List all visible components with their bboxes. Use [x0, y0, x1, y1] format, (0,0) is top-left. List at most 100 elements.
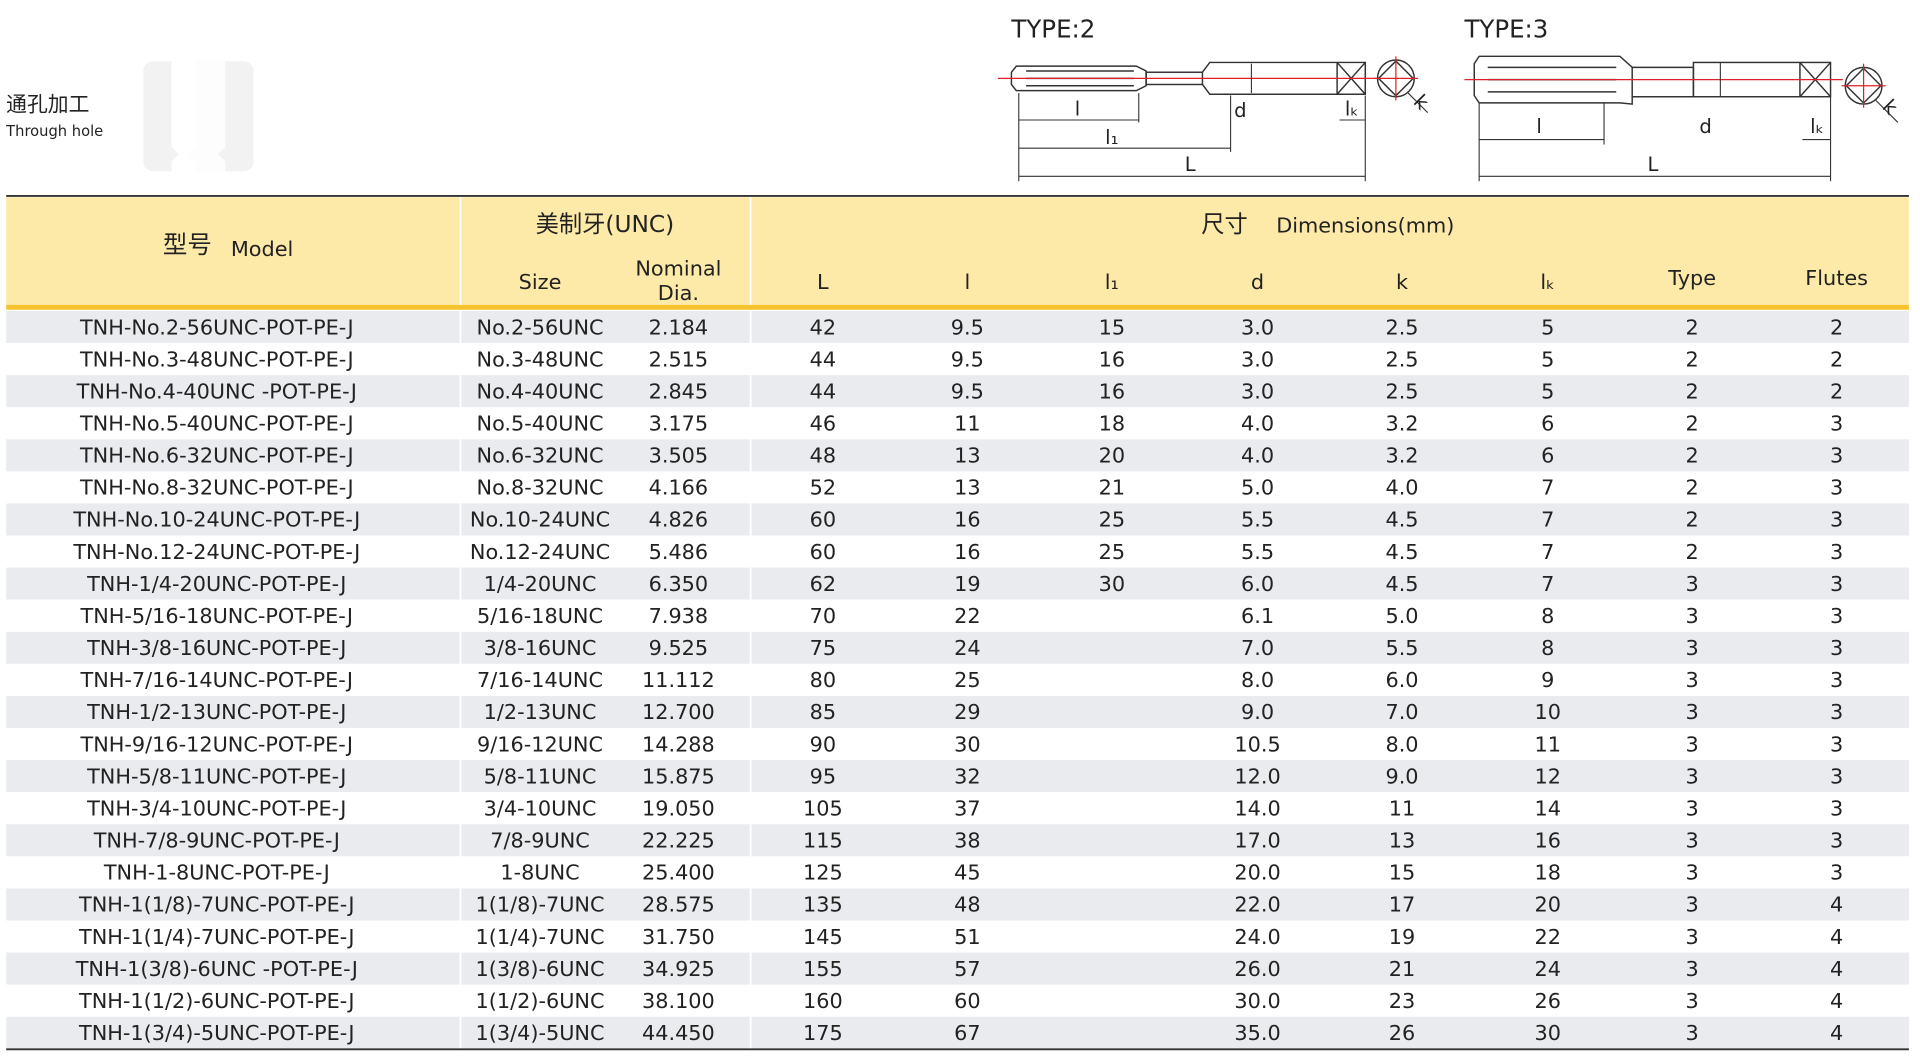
cell: 25: [1099, 540, 1125, 564]
cell: 35.0: [1234, 1021, 1280, 1045]
dim-label: lₖ: [1810, 115, 1824, 138]
cell: 70: [810, 604, 836, 628]
model-cell: TNH-5/8-11UNC-POT-PE-J: [86, 764, 346, 788]
row-background: [6, 952, 1909, 985]
cell: 60: [954, 989, 980, 1013]
cell: 1-8UNC: [500, 861, 579, 885]
cell: 2: [1686, 411, 1699, 435]
row-background: [6, 631, 1909, 664]
cell: 3.505: [649, 444, 709, 468]
cell: 25.400: [642, 861, 715, 885]
cell: 3: [1830, 732, 1843, 756]
cell: 3: [1686, 957, 1699, 981]
column-header: lₖ: [1540, 270, 1555, 294]
column-header: l₁: [1105, 270, 1119, 294]
cell: 5/16-18UNC: [477, 604, 603, 628]
cell: 18: [1534, 861, 1560, 885]
cell: 7: [1541, 540, 1554, 564]
cell: 9.5: [951, 315, 984, 339]
cell: 4: [1830, 1021, 1843, 1045]
cell: 15: [1099, 315, 1125, 339]
cell: 5.5: [1241, 508, 1274, 532]
row-background: [6, 310, 1909, 344]
cell: 5: [1541, 347, 1554, 371]
row-background: [6, 343, 1909, 376]
cell: 13: [954, 444, 980, 468]
header-dims-cn: 尺寸: [1201, 211, 1248, 238]
cell: 44: [810, 347, 836, 371]
cell: 7.0: [1241, 636, 1274, 660]
cell: 51: [954, 925, 980, 949]
cell: 2.184: [649, 315, 709, 339]
cell: 24.0: [1234, 925, 1280, 949]
diagram-title: TYPE:2: [1010, 15, 1095, 44]
cell: 15.875: [642, 764, 715, 788]
row-background: [6, 792, 1909, 825]
cell: 4: [1830, 957, 1843, 981]
cell: 4.5: [1385, 508, 1418, 532]
cell: 11: [1534, 732, 1560, 756]
dim-label: d: [1699, 115, 1711, 138]
cell: 52: [810, 476, 836, 500]
cell: 6.0: [1385, 668, 1418, 692]
cell: 1(1/8)-7UNC: [476, 893, 605, 917]
cell: 26: [1534, 989, 1560, 1013]
cell: 9/16-12UNC: [477, 732, 603, 756]
cell: 38: [954, 829, 980, 853]
cell: 3.175: [649, 411, 709, 435]
row-background: [6, 695, 1909, 729]
cell: 75: [810, 636, 836, 660]
cell: 44: [810, 379, 836, 403]
cell: 1(3/8)-6UNC: [476, 957, 605, 981]
cell: 2: [1686, 476, 1699, 500]
cell: 3/8-16UNC: [484, 636, 597, 660]
cell: 3.0: [1241, 347, 1274, 371]
model-cell: TNH-1(1/2)-6UNC-POT-PE-J: [78, 989, 355, 1013]
cell: 4.0: [1241, 411, 1274, 435]
cell: 62: [810, 572, 836, 596]
dim-label: lₖ: [1345, 98, 1359, 121]
cell: 3: [1830, 668, 1843, 692]
dim-label: L: [1648, 153, 1659, 176]
cell: 135: [803, 893, 843, 917]
cell: 22.0: [1234, 893, 1280, 917]
cell: 17.0: [1234, 829, 1280, 853]
model-cell: TNH-No.3-48UNC-POT-PE-J: [79, 347, 354, 371]
column-header: d: [1251, 270, 1264, 294]
cell: 3: [1686, 893, 1699, 917]
cell: 175: [803, 1021, 843, 1045]
cell: 37: [954, 796, 980, 820]
cell: 4: [1830, 925, 1843, 949]
model-cell: TNH-3/8-16UNC-POT-PE-J: [86, 636, 346, 660]
column-header: k: [1396, 270, 1408, 294]
cell: 3: [1686, 861, 1699, 885]
cell: 2: [1686, 508, 1699, 532]
cell: 2.5: [1385, 379, 1418, 403]
cell: No.6-32UNC: [477, 444, 604, 468]
cell: 1(3/4)-5UNC: [476, 1021, 605, 1045]
cell: 1(1/4)-7UNC: [476, 925, 605, 949]
cell: 8.0: [1385, 732, 1418, 756]
cell: 14: [1534, 796, 1560, 820]
header-model-en: Model: [231, 237, 293, 261]
row-background: [6, 760, 1909, 793]
cell: 19: [954, 572, 980, 596]
cell: 13: [954, 476, 980, 500]
cell: 60: [810, 540, 836, 564]
cell: 4: [1830, 989, 1843, 1013]
cell: 160: [803, 989, 843, 1013]
cell: 3: [1830, 764, 1843, 788]
cell: 21: [1099, 476, 1125, 500]
row-background: [6, 503, 1909, 536]
table-body: TNH-No.2-56UNC-POT-PE-J No.2-56UNC 2.184 42…: [6, 310, 1909, 1049]
model-cell: TNH-No.10-24UNC-POT-PE-J: [72, 508, 360, 532]
cell: No.10-24UNC: [470, 508, 610, 532]
cell: 3: [1686, 700, 1699, 724]
cell: 22: [1534, 925, 1560, 949]
cell: 1/2-13UNC: [484, 700, 597, 724]
cell: 5: [1541, 379, 1554, 403]
model-cell: TNH-No.5-40UNC-POT-PE-J: [79, 411, 354, 435]
cell: 22.225: [642, 829, 715, 853]
cell: No.3-48UNC: [477, 347, 604, 371]
